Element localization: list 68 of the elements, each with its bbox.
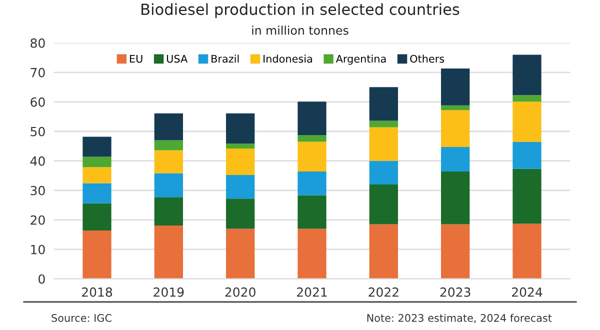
bar: [369, 120, 398, 128]
bar: [154, 173, 183, 198]
bar: [82, 183, 112, 204]
bar: [154, 113, 183, 140]
legend-label: EU: [130, 54, 142, 63]
bar: [512, 168, 542, 224]
bar: [82, 230, 112, 279]
bar: [298, 102, 326, 136]
x-tick-label: 2024: [512, 287, 542, 297]
y-tick-label: 0: [38, 274, 45, 284]
bar: [298, 195, 326, 229]
chart-subtitle: in million tonnes: [252, 26, 348, 35]
bar: [154, 197, 183, 226]
bar: [226, 148, 255, 176]
x-tick-label: 2022: [368, 287, 398, 297]
bar: [441, 68, 470, 106]
y-tick-label: 50: [30, 126, 45, 136]
bar: [298, 228, 326, 279]
x-tick-label: 2019: [154, 287, 184, 297]
y-tick-label: 80: [30, 38, 45, 48]
bar: [154, 225, 183, 279]
x-tick-label: 2020: [225, 287, 256, 297]
y-tick-label: 30: [30, 186, 45, 196]
x-tick-label: 2021: [297, 287, 327, 297]
y-tick-label: 20: [30, 215, 45, 225]
bar: [154, 150, 183, 174]
bar: [512, 102, 542, 142]
bar: [441, 171, 470, 224]
bar: [82, 156, 112, 168]
y-tick-label: 60: [30, 97, 45, 107]
x-tick-label: 2018: [82, 287, 112, 297]
bar: [82, 136, 112, 157]
bar: [369, 224, 398, 279]
y-tick-label: 40: [30, 156, 45, 166]
bar: [512, 95, 542, 102]
legend-label: USA: [166, 54, 188, 63]
bar: [369, 87, 398, 121]
legend-label: Brazil: [212, 54, 239, 63]
bar: [298, 171, 326, 196]
bar: [226, 228, 255, 279]
bar: [154, 140, 183, 150]
legend-label: Others: [410, 54, 444, 63]
bar: [441, 105, 470, 110]
bar: [369, 160, 398, 184]
source-note: Source: IGC: [52, 314, 112, 322]
y-tick-label: 10: [31, 244, 45, 254]
bar: [226, 143, 255, 148]
bar: [226, 113, 255, 144]
legend-label: Argentina: [336, 54, 386, 65]
bar: [226, 198, 255, 229]
bar: [369, 184, 398, 224]
y-tick-label: 70: [30, 68, 45, 78]
legend-label: Indonesia: [264, 54, 312, 63]
bar: [82, 203, 112, 230]
x-tick-label: 2023: [440, 287, 470, 297]
bar: [441, 110, 470, 148]
chart-title: Biodiesel production in selected countries: [142, 3, 460, 18]
bar: [369, 127, 398, 161]
bar: [441, 147, 470, 172]
bar: [298, 142, 326, 172]
bar: [512, 54, 542, 96]
bar: [82, 167, 112, 184]
bar: [512, 224, 542, 279]
text: Note: 2023 estimate, 2024 forecast: [367, 314, 552, 323]
bar: [226, 175, 255, 199]
bar: [512, 142, 542, 169]
bar: [298, 135, 326, 142]
bar: [441, 224, 470, 279]
